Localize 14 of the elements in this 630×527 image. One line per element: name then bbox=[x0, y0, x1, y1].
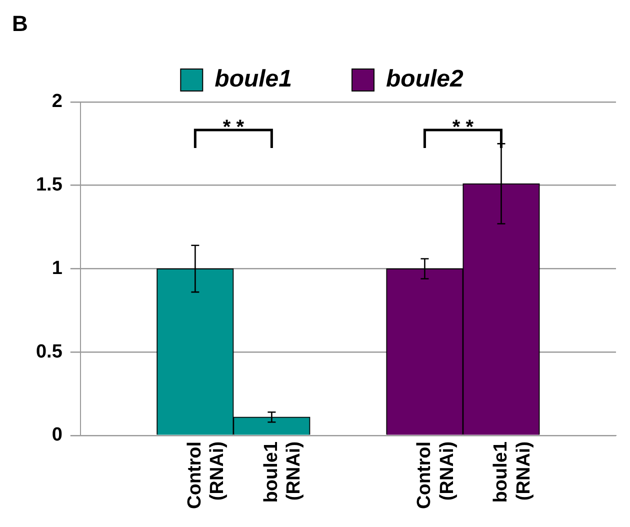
annotation: * * bbox=[222, 116, 244, 139]
y-tick-label: 1 bbox=[52, 258, 63, 279]
legend-label: boule2 bbox=[386, 66, 464, 93]
x-tick-label: boule1 (RNAi) bbox=[260, 441, 305, 503]
y-tick-label: 1.5 bbox=[36, 174, 63, 196]
annotation: * * bbox=[452, 116, 474, 139]
chart-title: B bbox=[12, 11, 28, 36]
legend-label: boule1 bbox=[214, 66, 292, 93]
y-tick-label: 0.5 bbox=[36, 341, 63, 362]
y-tick-label: 2 bbox=[52, 91, 62, 112]
x-tick-label: Control (RNAi) bbox=[184, 441, 228, 510]
x-tick-label: Control (RNAi) bbox=[414, 441, 458, 510]
x-tick-label: boule1 (RNAi) bbox=[490, 441, 534, 503]
y-tick-label: 0 bbox=[52, 424, 62, 446]
